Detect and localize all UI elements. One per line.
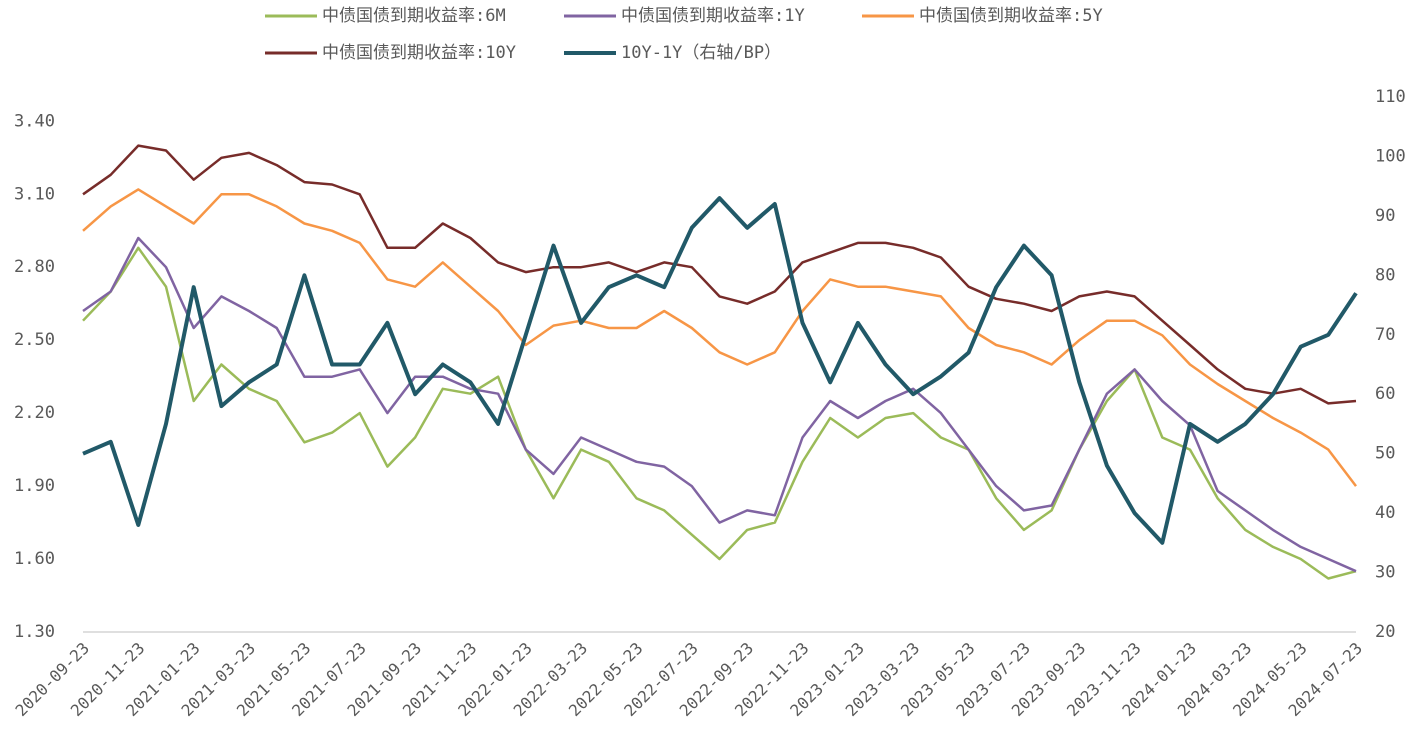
y2-tick-label: 70 (1375, 325, 1395, 345)
y-tick-label: 1.90 (14, 476, 55, 496)
y2-tick-label: 40 (1375, 503, 1395, 523)
y-tick-label: 2.20 (14, 403, 55, 423)
series-line (82, 144, 1357, 405)
legend-label: 中债国债到期收益率:10Y (322, 43, 516, 63)
y2-tick-label: 90 (1375, 206, 1395, 226)
y-tick-label: 3.40 (14, 111, 55, 131)
y2-tick-label: 80 (1375, 265, 1395, 285)
series-line (82, 188, 1357, 487)
y-tick-label: 2.80 (14, 257, 55, 277)
y2-tick-label: 30 (1375, 563, 1395, 583)
series-line (82, 236, 1357, 573)
legend-label: 中债国债到期收益率:1Y (621, 6, 805, 26)
legend-label: 10Y-1Y（右轴/BP） (621, 43, 781, 63)
y2-tick-label: 100 (1375, 146, 1406, 166)
legend-label: 中债国债到期收益率:5Y (919, 6, 1103, 26)
y-tick-label: 1.30 (14, 622, 55, 642)
series-line (82, 196, 1358, 545)
series-line (82, 246, 1357, 580)
legend-label: 中债国债到期收益率:6M (322, 6, 506, 26)
y2-tick-label: 60 (1375, 384, 1395, 404)
y2-tick-label: 20 (1375, 622, 1395, 642)
y-tick-label: 3.10 (14, 184, 55, 204)
y-tick-label: 2.50 (14, 330, 55, 350)
y2-tick-label: 50 (1375, 444, 1395, 464)
y-tick-label: 1.60 (14, 549, 55, 569)
y2-tick-label: 110 (1375, 87, 1406, 107)
